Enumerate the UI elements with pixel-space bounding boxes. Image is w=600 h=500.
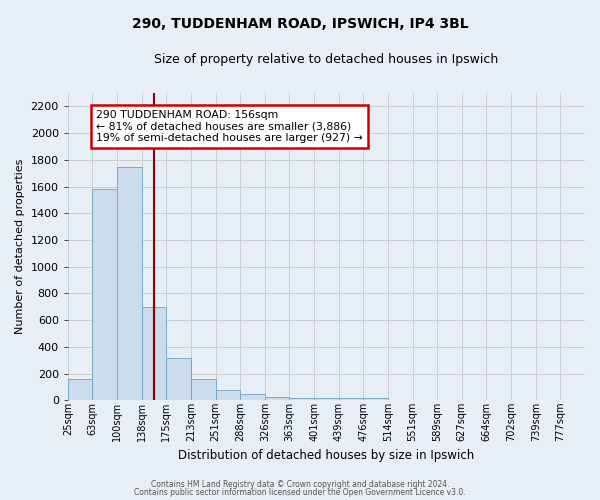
Text: 290, TUDDENHAM ROAD, IPSWICH, IP4 3BL: 290, TUDDENHAM ROAD, IPSWICH, IP4 3BL [131,18,469,32]
Text: 290 TUDDENHAM ROAD: 156sqm
← 81% of detached houses are smaller (3,886)
19% of s: 290 TUDDENHAM ROAD: 156sqm ← 81% of deta… [96,110,363,143]
Bar [314,398,339,400]
Text: Contains HM Land Registry data © Crown copyright and database right 2024.: Contains HM Land Registry data © Crown c… [151,480,449,489]
Bar [364,398,388,400]
Bar [92,189,117,400]
Bar [289,398,314,400]
Bar [339,398,364,400]
Bar [215,390,240,400]
Text: Contains public sector information licensed under the Open Government Licence v3: Contains public sector information licen… [134,488,466,497]
Y-axis label: Number of detached properties: Number of detached properties [15,159,25,334]
Bar [240,394,265,400]
Bar [142,307,166,400]
Title: Size of property relative to detached houses in Ipswich: Size of property relative to detached ho… [154,52,499,66]
Bar [68,379,92,400]
Bar [166,358,191,401]
Bar [117,166,142,400]
X-axis label: Distribution of detached houses by size in Ipswich: Distribution of detached houses by size … [178,450,475,462]
Bar [191,379,215,400]
Bar [265,397,289,400]
